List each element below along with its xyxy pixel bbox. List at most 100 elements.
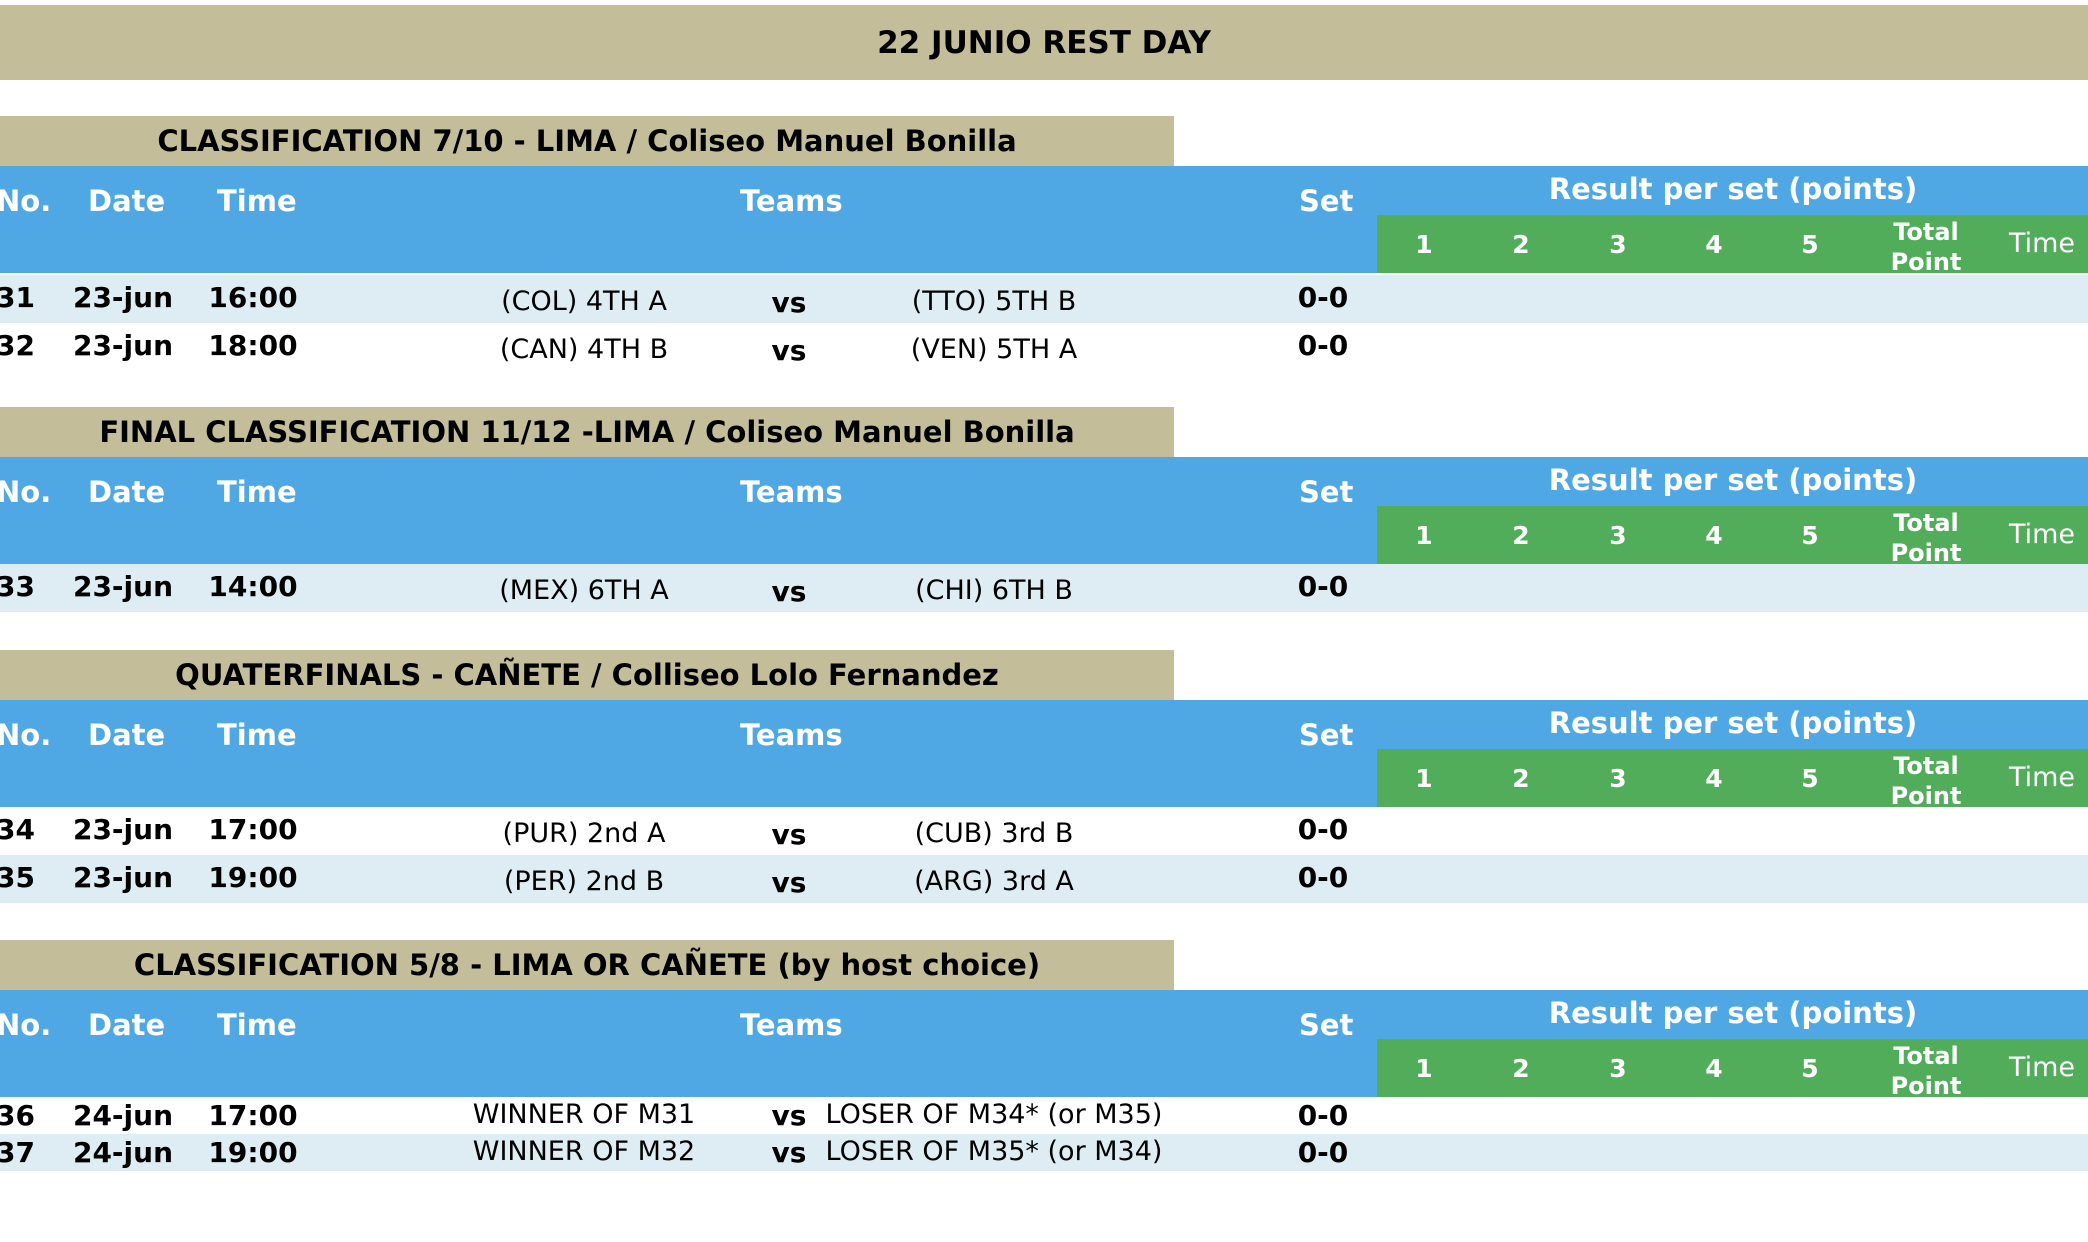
- set-5-header: 5: [1801, 521, 1819, 550]
- header-set: Set: [1299, 1008, 1354, 1042]
- header-set: Set: [1299, 184, 1354, 218]
- match-time: 18:00: [208, 329, 298, 362]
- total-label: Total: [1893, 218, 1959, 246]
- team-home: WINNER OF M32: [472, 1136, 696, 1167]
- result-time-header: Time: [2008, 1052, 2076, 1083]
- result-time-header: Time: [2008, 762, 2076, 793]
- match-date: 23-jun: [72, 813, 174, 846]
- set-4-header: 4: [1705, 521, 1723, 550]
- header-date: Date: [88, 475, 166, 509]
- match-time: 19:00: [208, 1136, 298, 1169]
- match-number: 35: [0, 861, 35, 894]
- match-date: 23-jun: [72, 570, 174, 603]
- vs-label: vs: [771, 1099, 807, 1132]
- header-date: Date: [88, 1008, 166, 1042]
- header-time: Time: [217, 1008, 297, 1042]
- total-label: Total: [1893, 752, 1959, 780]
- header-set: Set: [1299, 718, 1354, 752]
- result-subheader: [1377, 749, 2088, 807]
- result-time-header: Time: [2008, 228, 2076, 259]
- set-3-header: 3: [1609, 521, 1627, 550]
- row-stripe: [0, 275, 2088, 323]
- match-number: 31: [0, 281, 35, 314]
- header-no: No.: [0, 1008, 52, 1042]
- vs-label: vs: [771, 818, 807, 851]
- section-title: FINAL CLASSIFICATION 11/12 -LIMA / Colis…: [0, 407, 1174, 457]
- set-2-header: 2: [1512, 1054, 1530, 1083]
- set-2-header: 2: [1512, 230, 1530, 259]
- result-time-header: Time: [2008, 519, 2076, 550]
- team-away: (CUB) 3rd B: [914, 818, 1074, 849]
- set-4-header: 4: [1705, 230, 1723, 259]
- header-no: No.: [0, 184, 52, 218]
- header-teams: Teams: [740, 718, 843, 752]
- total-label: Total: [1893, 1042, 1959, 1070]
- match-set-score: 0-0: [1297, 861, 1349, 894]
- header-time: Time: [217, 184, 297, 218]
- match-number: 33: [0, 570, 35, 603]
- total-point-header: Total Point: [1891, 508, 1962, 568]
- team-home: (MEX) 6TH A: [499, 575, 669, 606]
- match-number: 37: [0, 1136, 35, 1169]
- set-1-header: 1: [1415, 764, 1433, 793]
- point-label: Point: [1890, 782, 1962, 810]
- match-set-score: 0-0: [1297, 1136, 1349, 1169]
- match-date: 24-jun: [72, 1099, 174, 1132]
- team-away: (VEN) 5TH A: [910, 334, 1078, 365]
- set-5-header: 5: [1801, 1054, 1819, 1083]
- header-result-per-set: Result per set (points): [1548, 463, 1918, 497]
- vs-label: vs: [771, 575, 807, 608]
- vs-label: vs: [771, 866, 807, 899]
- result-subheader: [1377, 1039, 2088, 1097]
- match-set-score: 0-0: [1297, 813, 1349, 846]
- match-time: 17:00: [208, 1099, 298, 1132]
- vs-label: vs: [771, 334, 807, 367]
- team-home: WINNER OF M31: [472, 1099, 696, 1130]
- header-teams: Teams: [740, 1008, 843, 1042]
- set-1-header: 1: [1415, 230, 1433, 259]
- match-time: 17:00: [208, 813, 298, 846]
- match-date: 23-jun: [72, 861, 174, 894]
- section-title: QUATERFINALS - CAÑETE / Colliseo Lolo Fe…: [0, 650, 1174, 700]
- vs-label: vs: [771, 1136, 807, 1169]
- team-away: (ARG) 3rd A: [914, 866, 1074, 897]
- header-time: Time: [217, 475, 297, 509]
- vs-label: vs: [771, 286, 807, 319]
- page-title: 22 JUNIO REST DAY: [0, 5, 2088, 80]
- match-number: 32: [0, 329, 35, 362]
- header-result-per-set: Result per set (points): [1548, 172, 1918, 206]
- match-date: 23-jun: [72, 329, 174, 362]
- header-result-per-set: Result per set (points): [1548, 706, 1918, 740]
- point-label: Point: [1890, 539, 1962, 567]
- header-no: No.: [0, 718, 52, 752]
- match-set-score: 0-0: [1297, 1099, 1349, 1132]
- set-2-header: 2: [1512, 764, 1530, 793]
- match-time: 19:00: [208, 861, 298, 894]
- header-teams: Teams: [740, 475, 843, 509]
- match-set-score: 0-0: [1297, 570, 1349, 603]
- match-number: 34: [0, 813, 35, 846]
- set-2-header: 2: [1512, 521, 1530, 550]
- total-point-header: Total Point: [1891, 751, 1962, 811]
- header-date: Date: [88, 718, 166, 752]
- set-1-header: 1: [1415, 521, 1433, 550]
- team-home: (PUR) 2nd A: [502, 818, 666, 849]
- header-teams: Teams: [740, 184, 843, 218]
- team-away: LOSER OF M35* (or M34): [825, 1136, 1163, 1167]
- row-stripe: [0, 855, 2088, 903]
- match-date: 24-jun: [72, 1136, 174, 1169]
- match-number: 36: [0, 1099, 35, 1132]
- result-subheader: [1377, 506, 2088, 564]
- set-5-header: 5: [1801, 764, 1819, 793]
- match-time: 16:00: [208, 281, 298, 314]
- header-result-per-set: Result per set (points): [1548, 996, 1918, 1030]
- set-3-header: 3: [1609, 1054, 1627, 1083]
- section-title: CLASSIFICATION 7/10 - LIMA / Coliseo Man…: [0, 116, 1174, 166]
- point-label: Point: [1890, 248, 1962, 276]
- team-away: LOSER OF M34* (or M35): [825, 1099, 1163, 1130]
- set-3-header: 3: [1609, 230, 1627, 259]
- match-set-score: 0-0: [1297, 281, 1349, 314]
- header-time: Time: [217, 718, 297, 752]
- point-label: Point: [1890, 1072, 1962, 1100]
- section-title: CLASSIFICATION 5/8 - LIMA OR CAÑETE (by …: [0, 940, 1174, 990]
